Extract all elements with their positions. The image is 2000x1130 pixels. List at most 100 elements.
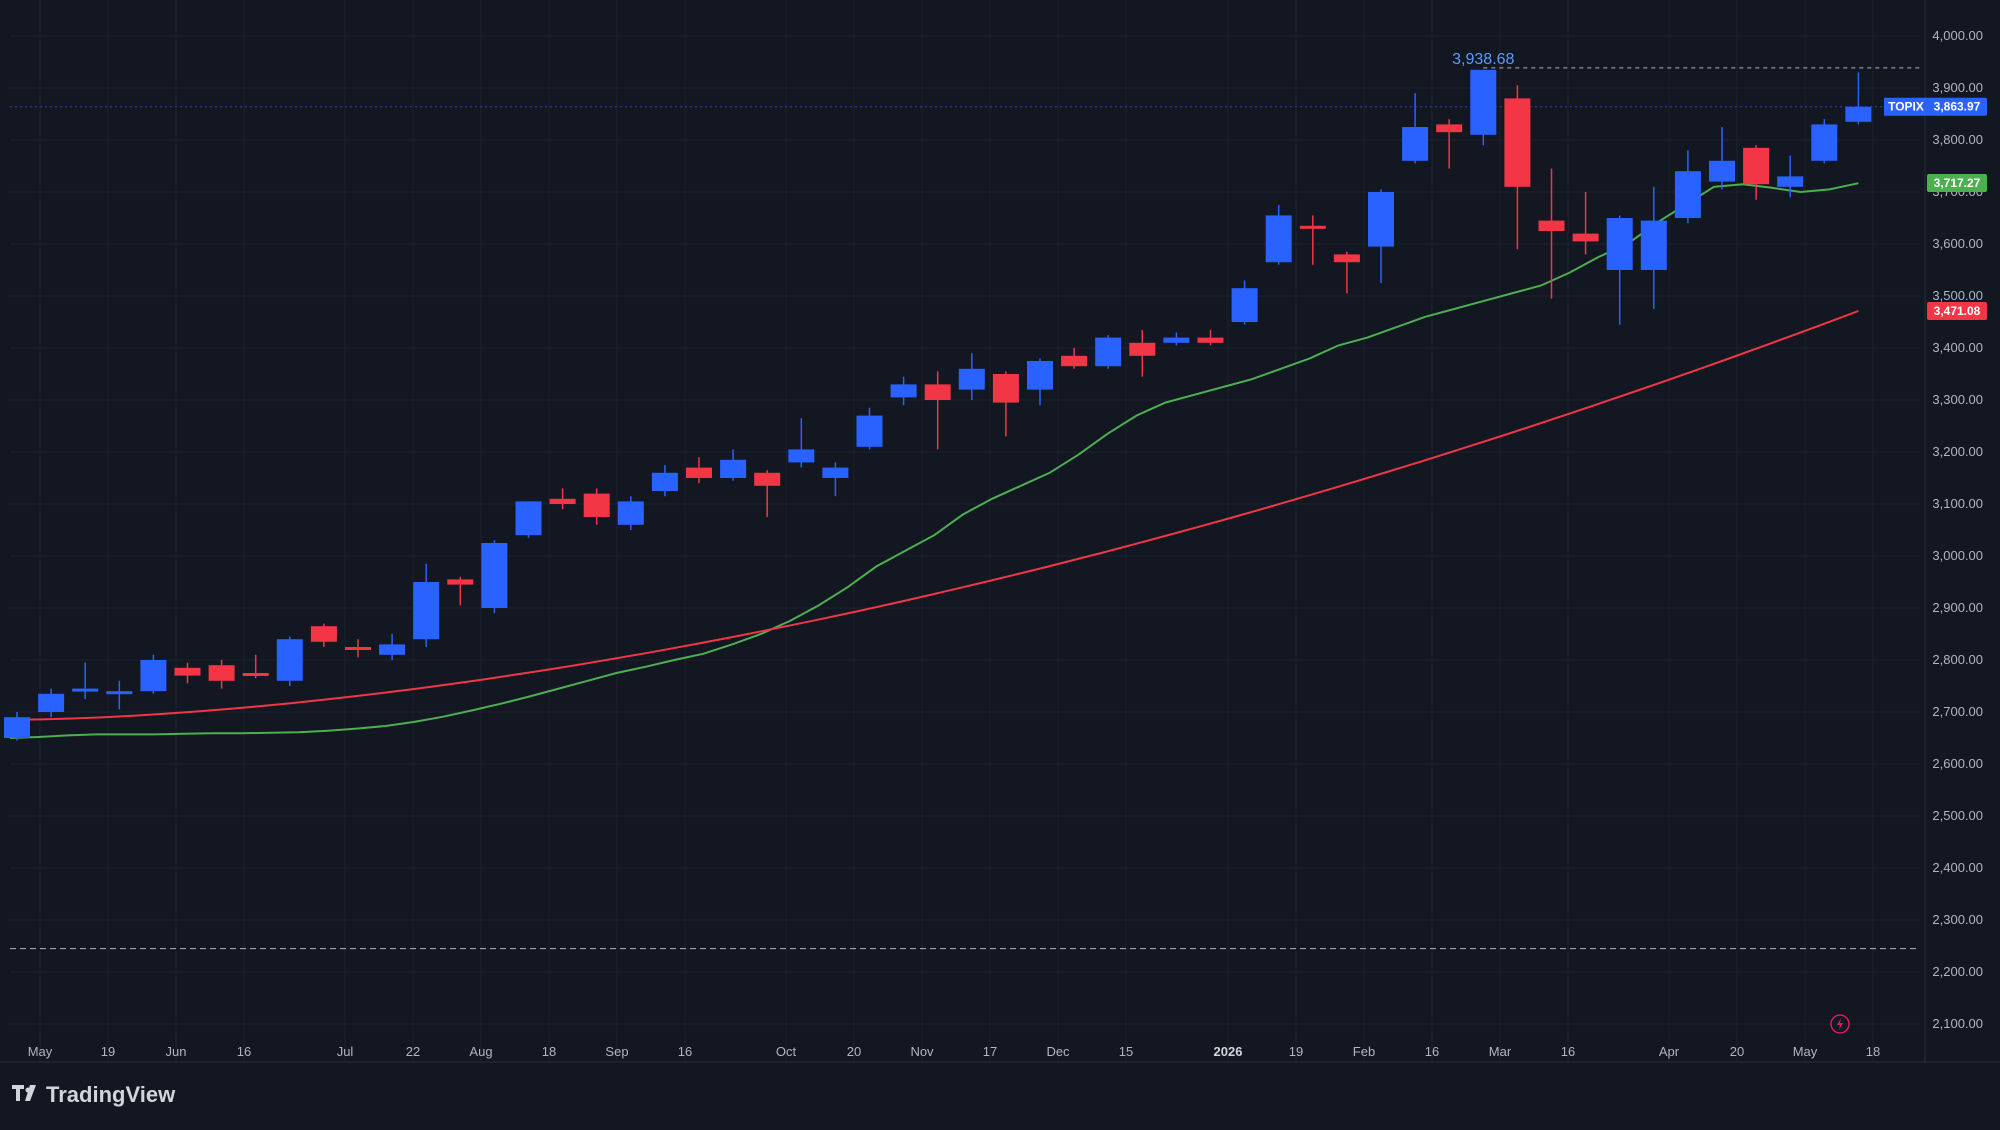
candle: [1675, 150, 1701, 223]
tradingview-logo-icon[interactable]: [12, 1085, 36, 1101]
y-tick-label: 3,500.00: [1932, 288, 1983, 303]
price-axis: 2,100.00 2,200.00 2,300.00 2,400.00 2,500.00…: [1925, 0, 2000, 1125]
price-tag: 3,717.27: [1927, 174, 1987, 192]
candle: [1539, 169, 1565, 299]
y-tick-label: 3,000.00: [1932, 548, 1983, 563]
candle-body: [1539, 221, 1565, 231]
candle: [379, 634, 405, 660]
candle-body: [277, 639, 303, 681]
candle: [1232, 280, 1258, 324]
candle: [1845, 72, 1871, 124]
candle: [345, 639, 371, 657]
candle-body: [175, 668, 201, 676]
candles-layer: [4, 70, 1871, 741]
x-tick-label: Nov: [910, 1044, 934, 1059]
candle: [652, 465, 678, 496]
y-tick-label: 3,400.00: [1932, 340, 1983, 355]
y-tick-label: 3,900.00: [1932, 80, 1983, 95]
price-tag-value: 3,717.27: [1934, 176, 1981, 190]
y-tick-label: 3,100.00: [1932, 496, 1983, 511]
candle-body: [1436, 124, 1462, 132]
candle-body: [788, 449, 814, 462]
candle-body: [857, 416, 883, 447]
x-tick-label: 19: [101, 1044, 115, 1059]
candle-body: [1607, 218, 1633, 270]
candle-body: [1641, 221, 1667, 270]
candle: [618, 496, 644, 530]
candle-body: [209, 665, 235, 681]
price-tag-value: 3,471.08: [1934, 304, 1981, 318]
candle: [277, 637, 303, 686]
candle-body: [1027, 361, 1053, 390]
time-axis: May 19 Jun 16 Jul 22 Aug 18 Sep 16 Oct 20 Nov 17 Dec 15…: [0, 1044, 2000, 1062]
candle-body: [1061, 356, 1087, 366]
candle: [1504, 85, 1530, 249]
candle-body: [1777, 176, 1803, 186]
x-tick-label: 18: [1866, 1044, 1880, 1059]
candle-body: [1811, 124, 1837, 160]
candle: [175, 663, 201, 684]
candle: [1266, 205, 1292, 265]
candle-body: [584, 494, 610, 517]
y-tick-label: 2,100.00: [1932, 1016, 1983, 1031]
x-tick-label: Mar: [1489, 1044, 1512, 1059]
candle-body: [447, 579, 473, 584]
candle: [891, 377, 917, 406]
candle: [1198, 330, 1224, 346]
candle: [106, 681, 132, 710]
candle-body: [140, 660, 166, 691]
candle-body: [1232, 288, 1258, 322]
candle: [311, 624, 337, 647]
y-tick-label: 2,200.00: [1932, 964, 1983, 979]
candle: [754, 470, 780, 517]
x-tick-label: Apr: [1659, 1044, 1680, 1059]
candle: [1300, 215, 1326, 264]
candle: [1027, 358, 1053, 405]
y-tick-label: 2,300.00: [1932, 912, 1983, 927]
candle-body: [891, 384, 917, 397]
candle: [584, 488, 610, 524]
x-tick-label: Oct: [776, 1044, 797, 1059]
y-tick-label: 3,800.00: [1932, 132, 1983, 147]
candle-body: [72, 689, 98, 692]
x-tick-label: 2026: [1214, 1044, 1243, 1059]
candle: [1061, 348, 1087, 369]
candle-body: [1334, 254, 1360, 262]
candle-body: [1300, 226, 1326, 229]
x-tick-label: May: [1793, 1044, 1818, 1059]
y-tick-label: 2,800.00: [1932, 652, 1983, 667]
candle-body: [311, 626, 337, 642]
candle-body: [1470, 70, 1496, 135]
candle: [686, 457, 712, 483]
candle-body: [345, 647, 371, 650]
candle: [447, 577, 473, 606]
candle: [1402, 93, 1428, 163]
candle: [925, 371, 951, 449]
candle-body: [1845, 107, 1871, 122]
x-tick-label: Sep: [605, 1044, 628, 1059]
candle: [1470, 70, 1496, 145]
price-tag: TOPIX 3,863.97: [1884, 98, 1987, 116]
candle-body: [754, 473, 780, 486]
candle: [1811, 119, 1837, 163]
x-tick-label: Feb: [1353, 1044, 1375, 1059]
candle-body: [481, 543, 507, 608]
candle: [1436, 119, 1462, 168]
candle: [243, 655, 269, 678]
y-tick-label: 2,700.00: [1932, 704, 1983, 719]
candle-body: [1129, 343, 1155, 356]
candle-body: [1743, 148, 1769, 184]
candle-body: [720, 460, 746, 478]
candle: [209, 660, 235, 689]
candle: [1334, 252, 1360, 294]
candle: [788, 418, 814, 467]
candle: [413, 564, 439, 647]
candle-body: [925, 384, 951, 400]
candle-body: [1504, 98, 1530, 186]
grid-layer: [10, 0, 1920, 1062]
x-tick-label: 16: [678, 1044, 692, 1059]
candle-body: [550, 499, 576, 504]
brand-name: TradingView: [46, 1082, 176, 1107]
